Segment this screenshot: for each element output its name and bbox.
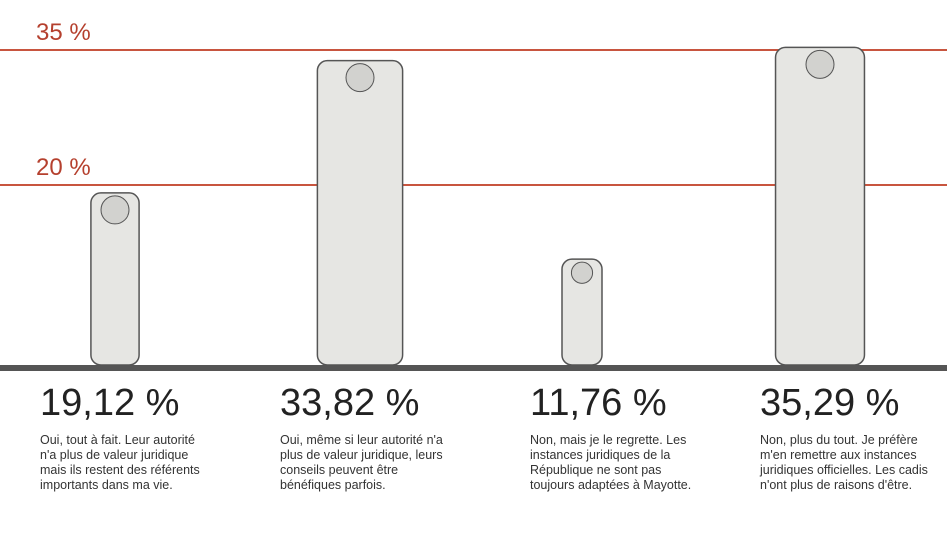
value-label: 19,12 % <box>40 382 179 424</box>
figure <box>317 61 402 365</box>
figure-head <box>346 64 374 92</box>
y-tick-label: 35 % <box>36 19 91 46</box>
figure-head <box>806 50 834 78</box>
figure-head <box>101 196 129 224</box>
figure <box>776 47 865 365</box>
figure-head <box>571 262 592 283</box>
answer-text: Oui, même si leur autorité n'a plus de v… <box>280 433 450 493</box>
answer-text: Oui, tout à fait. Leur autorité n'a plus… <box>40 433 210 493</box>
value-label: 35,29 % <box>760 382 899 424</box>
value-label: 11,76 % <box>530 382 667 424</box>
answer-text: Non, mais je le regrette. Les instances … <box>530 433 700 493</box>
y-tick-label: 20 % <box>36 154 91 181</box>
infographic: 20 % 35 % 19,12 % 33,82 % 11,76 % 35,29 % Oui… <box>0 0 947 554</box>
answer-text: Non, plus du tout. Je préfère m'en remet… <box>760 433 930 493</box>
value-label: 33,82 % <box>280 382 419 424</box>
